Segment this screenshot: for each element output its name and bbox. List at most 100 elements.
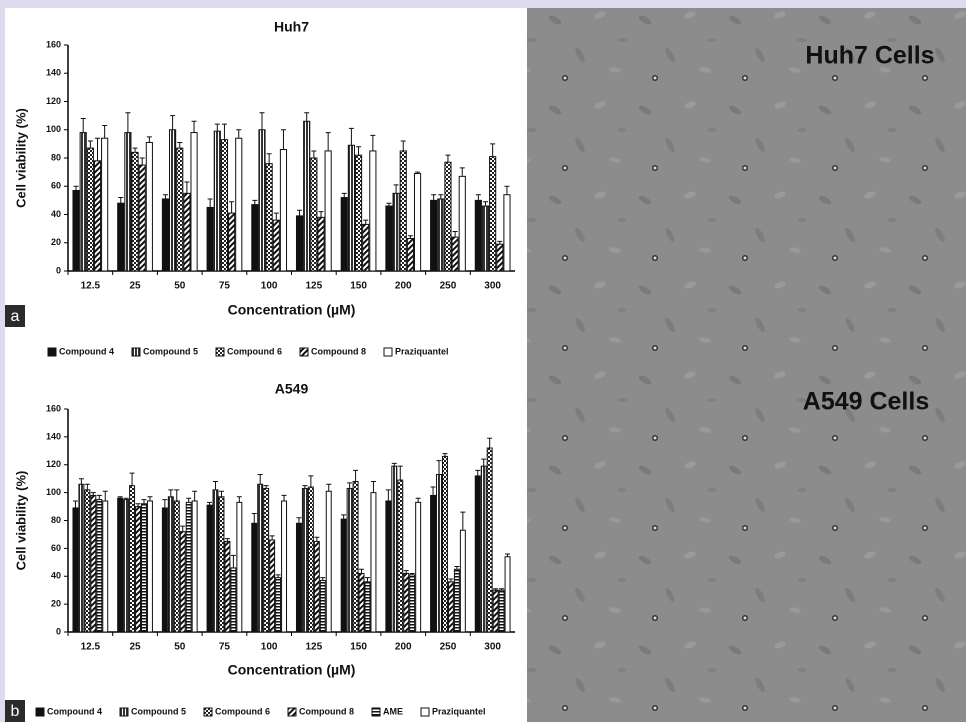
bar [445,162,451,271]
y-tick-label: 100 [46,124,61,134]
bar [431,495,436,632]
image-label: A549 Cells [803,388,929,416]
bar [162,508,167,632]
bar [184,193,190,271]
legend-swatch [48,348,56,356]
bar [266,164,272,271]
bar [296,216,302,271]
legend-label: Compound 4 [59,346,114,356]
bar [214,131,220,271]
y-tick-label: 0 [56,265,61,275]
bar [282,501,287,632]
bar [318,217,324,271]
x-axis-title: Concentration (µM) [228,302,356,318]
bar [452,237,458,271]
bar [314,541,319,632]
bar [481,466,486,632]
y-tick-label: 160 [46,403,61,413]
bar [504,195,510,271]
bar [146,142,152,271]
bar [416,502,421,632]
y-tick-label: 0 [56,626,61,636]
legend-label: Compound 8 [299,706,354,716]
bar [168,497,173,632]
bar [393,193,399,271]
x-tick-label: 200 [395,642,412,653]
bar [482,206,488,271]
y-tick-label: 20 [51,237,61,247]
bar [347,488,352,632]
bar [225,541,230,632]
bar [79,484,84,632]
bar [365,582,370,632]
legend-swatch [288,708,296,716]
bar [180,532,185,632]
x-tick-label: 12.5 [81,281,101,292]
x-tick-label: 150 [350,281,367,292]
micrograph [527,8,966,722]
x-tick-label: 100 [261,281,278,292]
bar [276,578,281,632]
legend-label: Compound 4 [47,706,102,716]
bar [124,500,129,632]
bar [97,500,102,632]
legend-swatch [421,708,429,716]
figure: Huh7 Cells A549 Cells Huh7Cell viability… [0,0,966,722]
chart-title: A549 [275,381,309,397]
legend-swatch [216,348,224,356]
bar [130,486,135,632]
bar [132,152,138,271]
legend-label: Compound 5 [143,346,198,356]
bar [237,502,242,632]
bar [258,484,263,632]
bar [341,198,347,271]
bar [264,488,269,632]
x-tick-label: 75 [219,281,231,292]
legend-swatch [300,348,308,356]
bar [103,501,108,632]
bar [229,213,235,271]
y-tick-label: 40 [51,209,61,219]
bar [85,490,90,632]
legend-swatch [36,708,44,716]
bar [348,145,354,271]
y-tick-label: 40 [51,571,61,581]
bar [398,480,403,632]
bar [174,501,179,632]
bar [404,573,409,632]
bar [438,199,444,271]
bar [162,199,168,271]
y-tick-label: 80 [51,152,61,162]
bar [73,508,78,632]
x-tick-label: 125 [306,642,323,653]
x-axis-title: Concentration (µM) [228,662,356,678]
bar [191,133,197,271]
bar [170,130,176,271]
bar [363,224,369,271]
x-tick-label: 250 [440,281,457,292]
legend-label: Compound 5 [131,706,186,716]
bar [386,501,391,632]
bar [308,487,313,632]
x-tick-label: 12.5 [81,642,101,653]
bar [460,530,465,632]
bar [270,540,275,632]
bar [94,161,100,271]
bar [454,569,459,632]
bar [304,121,310,271]
bar [231,568,236,632]
legend-swatch [372,708,380,716]
y-tick-label: 100 [46,487,61,497]
bar [177,148,183,271]
legend-label: Praziquantel [432,706,486,716]
y-tick-label: 20 [51,599,61,609]
x-tick-label: 300 [484,281,501,292]
bar [252,205,258,271]
bar [80,133,86,271]
bar [505,557,510,632]
bar [370,151,376,271]
bar [487,448,492,632]
chart-title: Huh7 [274,19,309,35]
y-tick-label: 80 [51,515,61,525]
bar [73,190,79,271]
